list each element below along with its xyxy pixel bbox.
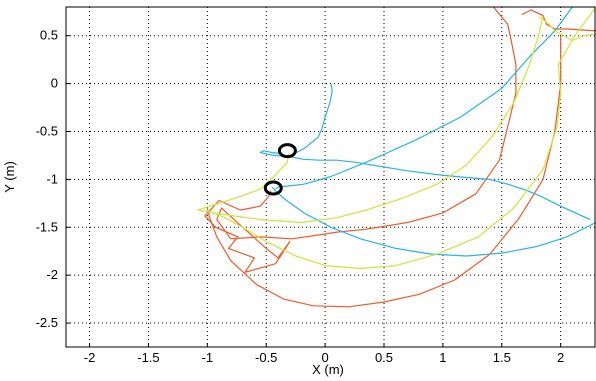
y-tick-label: -1 <box>46 171 58 186</box>
trajectory-line-6 <box>197 16 544 224</box>
trajectory-line-5 <box>271 186 596 257</box>
x-tick-label: 2 <box>557 350 564 365</box>
x-ticks: -2 -1.5 -1 -0.5 0 0.5 1 1.5 2 <box>84 343 564 365</box>
trajectories <box>197 6 596 308</box>
x-tick-label: 0.5 <box>375 350 393 365</box>
trajectory-line-1 <box>521 9 596 32</box>
y-tick-label: -1.5 <box>36 219 58 234</box>
axes-frame <box>65 6 596 348</box>
y-axis-label: Y (m) <box>2 161 17 193</box>
markers <box>263 143 297 196</box>
x-tick-label: -2 <box>84 350 96 365</box>
x-tick-label: -1.5 <box>137 350 159 365</box>
trajectory-line-3 <box>259 83 591 221</box>
y-tick-label: -2 <box>46 267 58 282</box>
x-tick-label: 1 <box>439 350 446 365</box>
trajectory-line-8 <box>539 16 596 42</box>
trajectory-line-4 <box>275 6 573 190</box>
trajectory-line-7 <box>207 6 596 270</box>
y-tick-label: 0 <box>51 76 58 91</box>
x-tick-label: -1 <box>202 350 214 365</box>
trajectory-line-2 <box>206 35 562 308</box>
y-tick-label: -2.5 <box>36 315 58 330</box>
x-tick-label: 0 <box>321 350 328 365</box>
x-tick-label: -0.5 <box>255 350 277 365</box>
position-marker-0 <box>277 143 297 159</box>
y-tick-label: -0.5 <box>36 124 58 139</box>
x-tick-label: 1.5 <box>493 350 511 365</box>
position-marker-1 <box>263 180 283 196</box>
y-tick-label: 0.5 <box>40 28 58 43</box>
y-ticks: 0.5 0 -0.5 -1 -1.5 -2 -2.5 <box>36 28 70 330</box>
x-axis-label: X (m) <box>312 362 344 377</box>
